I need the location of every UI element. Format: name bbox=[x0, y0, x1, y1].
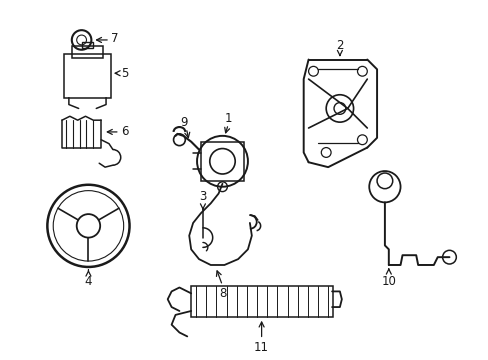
Bar bbox=[64, 54, 111, 98]
Text: 4: 4 bbox=[84, 275, 92, 288]
Text: 1: 1 bbox=[224, 112, 232, 125]
Bar bbox=[201, 142, 244, 181]
Bar bbox=[72, 46, 103, 58]
Text: 10: 10 bbox=[381, 275, 395, 288]
Bar bbox=[81, 42, 93, 48]
Text: 2: 2 bbox=[335, 39, 343, 52]
Text: 8: 8 bbox=[218, 287, 226, 300]
Text: 3: 3 bbox=[199, 190, 206, 203]
Bar bbox=[191, 285, 332, 317]
Text: 7: 7 bbox=[111, 32, 118, 45]
Text: 6: 6 bbox=[121, 125, 128, 139]
Text: 11: 11 bbox=[254, 341, 268, 354]
Text: 9: 9 bbox=[180, 116, 188, 129]
Text: 5: 5 bbox=[121, 67, 128, 80]
